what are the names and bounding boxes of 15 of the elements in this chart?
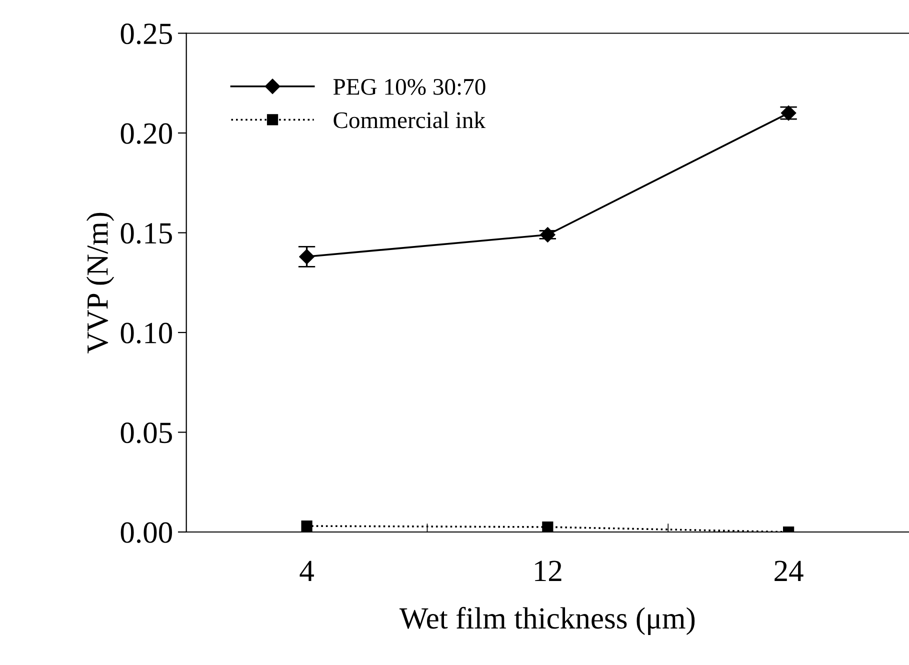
x-tick-label: 24: [774, 560, 804, 581]
legend-label: PEG 10% 30:70: [333, 78, 486, 95]
y-tick-label: 0.05: [120, 422, 172, 444]
y-tick-label: 0.00: [120, 522, 172, 544]
y-tick-label: 0.10: [120, 322, 172, 344]
point: [542, 521, 554, 532]
x-axis-title: Wet film thickness (μm): [399, 606, 695, 635]
x-tick-label: 12: [535, 560, 562, 581]
legend-label: Commercial ink: [334, 112, 486, 128]
y-tick-label: 0.20: [120, 123, 172, 144]
y-tick-label: 0.25: [120, 24, 172, 44]
x-tick-label: 4: [300, 560, 314, 581]
y-tick-label: 0.15: [120, 223, 172, 244]
y-axis-title: VVP (N/m): [86, 212, 114, 354]
point: [301, 520, 312, 532]
